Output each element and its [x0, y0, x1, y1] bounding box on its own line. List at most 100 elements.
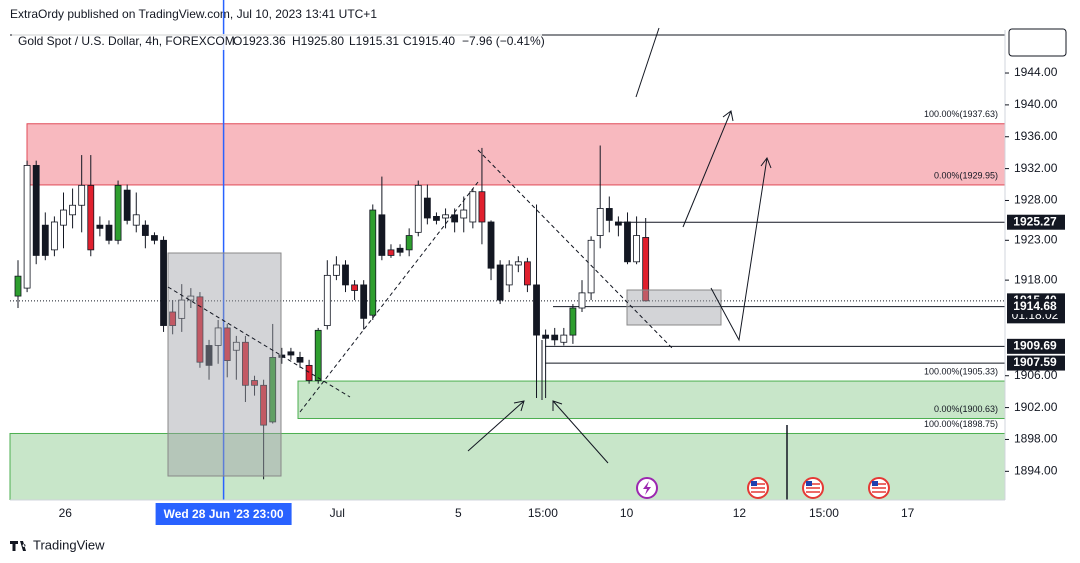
- candle-body: [605, 208, 613, 221]
- price-label-box: [1007, 355, 1065, 371]
- arrow-line: [682, 110, 732, 228]
- y-tick-label: 1940.00: [1014, 97, 1058, 111]
- zone-label: 100.00%(1905.33): [924, 366, 998, 376]
- candle-body: [524, 261, 531, 286]
- price-label-box: [1007, 299, 1065, 315]
- arrow-line: [710, 157, 768, 342]
- crosshair-time-box: [155, 503, 292, 525]
- candle-body: [369, 209, 377, 316]
- candle-body: [360, 284, 368, 319]
- candle-body: [387, 249, 395, 256]
- y-tick-label: 1928.00: [1014, 193, 1058, 207]
- x-tick-label: 15:00: [809, 506, 839, 520]
- price-label-box: [1007, 338, 1065, 354]
- candle-body: [342, 264, 349, 286]
- candle-body: [469, 191, 477, 223]
- y-tick-label: 1936.00: [1014, 129, 1058, 143]
- x-tick-label: 5: [455, 506, 462, 520]
- crosshair-date: Wed 28 Jun '23: [164, 507, 250, 521]
- candle-body: [87, 184, 95, 251]
- candle-body: [96, 224, 104, 229]
- y-tick-label: 1932.00: [1014, 161, 1058, 175]
- ohlc-change: −7.96 (−0.41%): [462, 34, 545, 48]
- arrow-head: [722, 110, 734, 122]
- price-label: 1909.69: [1013, 339, 1057, 353]
- published-note: ExtraOrdy published on TradingView.com, …: [10, 7, 377, 21]
- arrow-line: [552, 400, 609, 464]
- price-label: 1907.59: [1013, 355, 1057, 369]
- candle-body: [396, 247, 404, 253]
- arrow-head: [513, 400, 525, 412]
- zone-label: 100.00%(1898.75): [924, 419, 998, 429]
- candle-body: [50, 221, 58, 251]
- candle-body: [132, 214, 140, 226]
- candle-body: [551, 334, 559, 341]
- candle-body: [460, 209, 468, 219]
- y-tick-label: 1894.00: [1014, 463, 1058, 477]
- legend-bg: [12, 34, 542, 50]
- candle-body: [514, 261, 522, 266]
- x-tick-label: 15:00: [528, 506, 558, 520]
- candle-body: [23, 165, 31, 289]
- candle-body: [205, 345, 213, 366]
- candle-body: [141, 224, 149, 236]
- ohlc-open: O1923.36: [233, 34, 286, 48]
- candle-body: [187, 295, 195, 301]
- candle-body: [160, 239, 167, 326]
- lightning-icon: [643, 481, 651, 495]
- crosshair-time: 23:00: [253, 507, 284, 521]
- candle-body: [542, 334, 550, 339]
- dashed-line: [167, 286, 351, 398]
- flag-icons[interactable]: [747, 477, 890, 499]
- candle-body: [60, 209, 67, 226]
- ohlc-close: C1915.40: [403, 34, 455, 48]
- flag-canton: [806, 481, 812, 486]
- candle-body: [78, 184, 86, 206]
- dashed-line: [477, 149, 675, 351]
- price-label: 1914.68: [1013, 299, 1057, 313]
- candle-body: [251, 380, 258, 386]
- x-tick-label: 10: [620, 506, 634, 520]
- ohlc-low: L1915.31: [349, 34, 399, 48]
- candle-body: [596, 208, 604, 236]
- candle-body: [296, 357, 304, 363]
- candle-body: [151, 235, 158, 241]
- x-tick-label: 12: [733, 506, 747, 520]
- scale-button[interactable]: [1008, 28, 1067, 57]
- candle-body: [633, 235, 640, 263]
- candle-body: [287, 351, 295, 356]
- candle-body: [105, 224, 113, 241]
- arrow-line: [635, 27, 660, 98]
- candle-body: [169, 311, 177, 326]
- candle-body: [414, 184, 422, 233]
- flag-stripes: [751, 483, 886, 493]
- candle-body: [614, 221, 622, 226]
- flag-canton: [872, 481, 878, 486]
- brand: TradingView: [10, 537, 105, 552]
- y-tick-label: 1923.00: [1014, 232, 1058, 246]
- candle-body: [505, 264, 513, 286]
- brand-logo: [10, 541, 26, 551]
- x-tick-label: Jul: [330, 506, 345, 520]
- candle-body: [196, 296, 204, 363]
- candle-body: [624, 221, 631, 263]
- candle-body: [496, 264, 504, 301]
- price-label: 1925.27: [1013, 214, 1057, 228]
- candle-body: [478, 191, 486, 223]
- candle-body: [69, 204, 76, 216]
- x-tick-label: 26: [59, 506, 73, 520]
- candle-body: [269, 357, 277, 423]
- plot-area: 100.00%(1937.63) 0.00%(1929.95) 100.00%(19…: [9, 0, 1006, 501]
- candle-body: [323, 274, 331, 326]
- drawings: [10, 27, 1005, 500]
- x-tick-label: 17: [901, 506, 915, 520]
- y-tick-label: 1906.00: [1014, 368, 1058, 382]
- candle-body: [305, 364, 313, 381]
- price-label-box: [1007, 214, 1065, 230]
- candle-body: [569, 307, 577, 336]
- candle-body: [332, 264, 340, 276]
- candle-body: [260, 384, 268, 426]
- candle-body: [32, 165, 40, 256]
- candle-body: [433, 216, 440, 221]
- candle-body: [423, 197, 431, 219]
